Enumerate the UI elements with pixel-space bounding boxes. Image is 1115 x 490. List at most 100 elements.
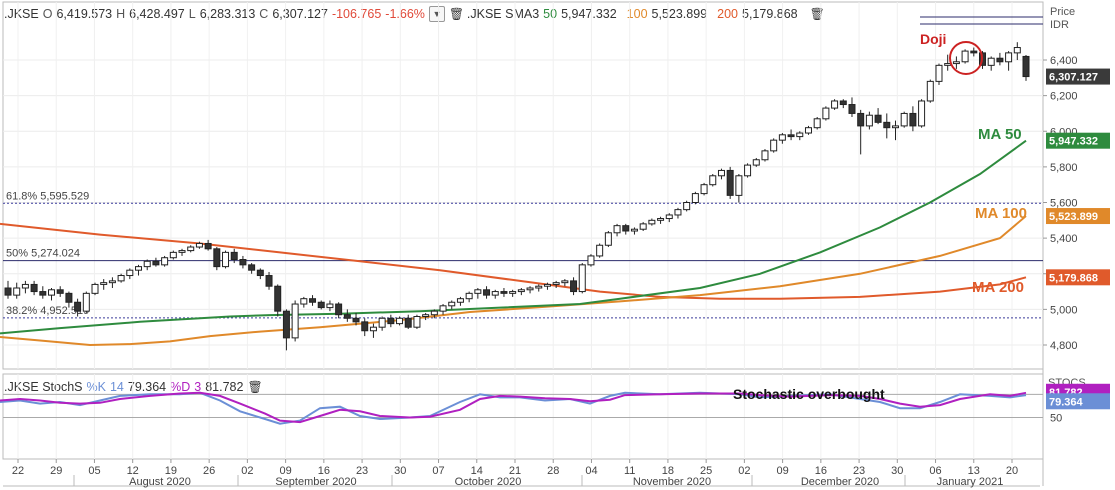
xtick-label-14: 28 [547,465,559,477]
candle-body-23 [204,242,212,250]
fib-label-61.8%: 61.8% 5,595.529 [6,190,89,202]
price-pane-frame [2,1,1044,370]
xtick-label-23: 30 [891,465,903,477]
candle-body-107 [935,64,943,82]
candle-body-71 [622,225,630,232]
close-label: C [259,7,269,21]
delete-trash-icon[interactable]: 🗑 [448,7,465,21]
stoch-annotation: Stochastic overbought [733,386,885,402]
candle-body-99 [865,114,873,127]
candle-body-5 [48,289,56,296]
candle-body-4 [39,291,47,296]
candle-body-25 [222,251,230,268]
low-value: 6,283.313 [199,7,256,21]
stoch-k-tag-text: 79.364 [1049,396,1084,408]
candle-body-21 [187,246,195,252]
candle-body-60 [526,287,534,291]
candle-body-49 [430,310,438,316]
xtick-label-0: 22 [12,465,24,477]
candle-body-103 [900,112,908,127]
expand-chevron-icon[interactable]: ▼ [428,6,445,22]
candle-body-47 [413,316,421,328]
change-value: -106.765 [331,7,382,21]
low-label: L [188,7,196,21]
candle-body-37 [326,303,334,309]
xtick-label-7: 09 [279,465,291,477]
xtick-label-22: 23 [853,465,865,477]
candle-body-85 [744,164,752,177]
ma50-tag-bg [1046,132,1110,149]
last-price-tag-bg [1046,68,1110,85]
candle-body-105 [918,100,926,127]
candle-body-67 [587,255,595,266]
candle-body-69 [604,232,612,246]
high-label: H [116,7,126,21]
xtick-label-3: 12 [127,465,139,477]
time-axis: 22 29 05 12 19 26 02 09 16 23 30 07 14 21 28 04 11 18 25 02… [12,459,1018,488]
candle-body-50 [439,305,447,312]
candle-body-18 [161,257,169,266]
candle-body-51 [448,301,456,307]
candle-body-52 [456,298,464,303]
candle-body-14 [126,269,134,277]
candle-body-43 [378,317,386,328]
candle-body-9 [82,292,90,312]
stoch-d-value: 81.782 [205,380,244,394]
ma100-tag-bg [1046,208,1110,225]
candle-body-104 [909,112,917,127]
candle-body-100 [874,114,882,123]
ma200-tag-bg [1046,269,1110,286]
candle-body-48 [422,314,430,317]
candle-body-97 [848,104,856,114]
candle-body-113 [987,57,995,66]
xtick-label-2: 05 [88,465,100,477]
ma100-annotation: MA 100 [975,205,1027,222]
candle-body-26 [230,251,238,260]
candle-body-17 [152,260,160,266]
xtick-label-6: 02 [241,465,253,477]
candle-body-101 [883,121,891,129]
stoch-d-period: 3 [194,380,202,394]
sma50-value: 5,947.332 [561,7,617,21]
candle-body-40 [352,317,360,323]
candle-body-117 [1022,55,1030,78]
candle-body-20 [178,250,186,253]
stoch-k-label: %K [86,380,106,394]
xtick-label-15: 04 [585,465,597,477]
candle-body-3 [30,283,38,293]
delete-stoch-trash-icon[interactable]: 🗑 [247,380,263,394]
xtick-label-20: 09 [776,465,788,477]
candle-body-24 [213,248,221,268]
candle-body-34 [300,298,308,305]
xtick-label-21: 16 [815,465,827,477]
candle-body-96 [839,100,847,106]
stoch-tick-50: 50 [1050,413,1062,425]
candle-body-7 [65,292,73,303]
ma200-annotation: MA 200 [972,279,1024,296]
ytick-label-5400: 5,400 [1050,233,1078,245]
candle-body-29 [256,269,264,277]
ytick-label-6400: 6,400 [1050,55,1078,67]
stoch-k-period: 14 [109,380,124,394]
candle-body-95 [831,100,839,109]
candle-body-65 [570,280,578,293]
xtick-label-18: 25 [700,465,712,477]
xtick-label-1: 29 [50,465,62,477]
stoch-pane-frame [2,373,1044,460]
ma100-tag-text: 5,523.899 [1049,211,1098,223]
candle-body-115 [1005,52,1013,63]
month-label-2: October 2020 [455,476,522,488]
stoch-name: .JKSE StochS [4,380,83,394]
candle-body-10 [91,283,99,294]
candle-body-62 [543,283,551,287]
xtick-label-13: 21 [509,465,521,477]
stoch-k-tag-bg [1046,393,1110,410]
candle-body-45 [396,317,404,325]
candle-body-8 [74,301,82,312]
candle-body-39 [343,314,351,319]
candle-body-56 [491,291,499,296]
ma200-tag-text: 5,179.868 [1049,272,1098,284]
candle-body-76 [665,214,673,220]
candle-body-64 [561,280,569,284]
